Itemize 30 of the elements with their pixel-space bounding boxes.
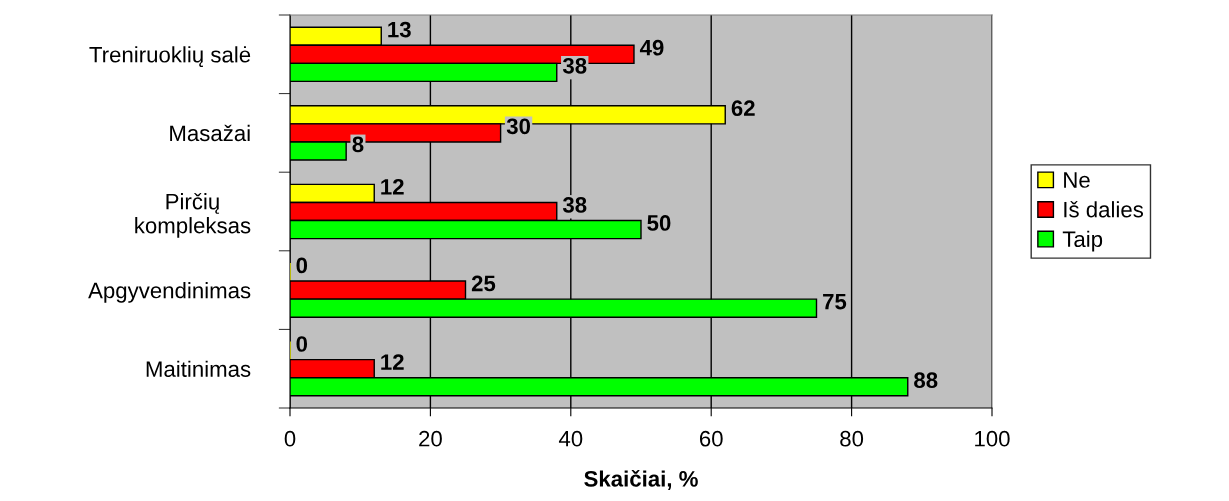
legend-label: Taip [1062,230,1103,252]
x-tick-label: 20 [419,430,442,447]
data-label: 12 [381,354,404,370]
data-label: 50 [647,215,671,231]
data-label: 49 [639,39,664,56]
x-tick-label: 80 [840,430,864,447]
legend-label: Ne [1064,172,1090,188]
x-tick-label: 100 [975,430,1010,447]
data-label: 38 [562,197,587,213]
data-label: 0 [296,336,308,352]
y-tick-label: Maitinimas [146,360,251,377]
x-tick-label: 0 [284,430,296,447]
y-tick-label: Treniruoklių salė [89,46,251,67]
data-label: 0 [296,257,308,274]
data-label: 8 [352,136,364,153]
data-label: 25 [471,275,496,292]
x-axis-title: Skaičiai, % [584,469,698,490]
x-tick-label: 60 [699,430,723,447]
data-label: 75 [823,293,847,310]
data-label: 12 [381,178,404,195]
y-tick-label: Apgyvendinimas [88,282,251,303]
data-label: 38 [562,57,587,74]
y-tick-label: Pirčių kompleksas [135,193,251,238]
data-label: 88 [914,372,938,389]
data-label: 30 [506,118,531,135]
data-label: 62 [731,100,755,117]
y-tick-label: Masažai [170,124,250,142]
x-tick-label: 40 [558,430,583,447]
legend-label: Iš dalies [1064,201,1144,218]
data-label: 13 [388,21,411,38]
